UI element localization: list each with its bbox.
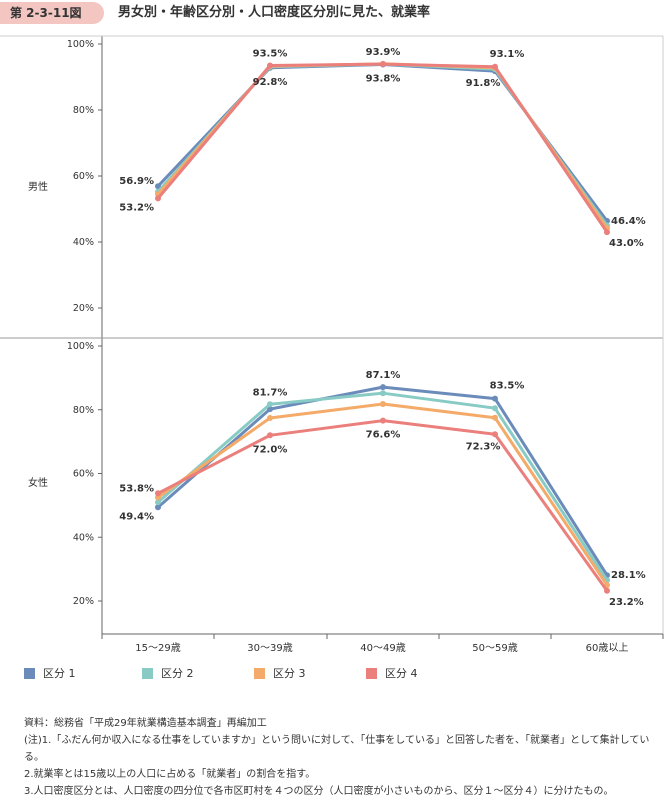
data-label: 56.9% xyxy=(119,176,154,187)
panel-label-male: 男性 xyxy=(28,180,48,193)
data-label: 76.6% xyxy=(366,430,401,441)
note-1: (注)1.「ふだん何か収入になる仕事をしていますか」という問いに対して、「仕事を… xyxy=(24,735,650,763)
data-label: 43.0% xyxy=(609,238,644,249)
y-tick-label: 20% xyxy=(73,303,94,314)
panel-label-female: 女性 xyxy=(28,476,48,489)
note-2: 2.就業率とは15歳以上の人口に占める「就業者」の割合を指す。 xyxy=(24,769,316,780)
series-line-2 xyxy=(156,62,609,227)
legend-item-2: 区分 2 xyxy=(142,664,194,682)
y-tick-label: 100% xyxy=(67,39,94,50)
x-tick-label: 30〜39歳 xyxy=(247,642,292,654)
data-label: 93.9% xyxy=(366,47,401,58)
data-label: 83.5% xyxy=(490,381,525,392)
legend-swatch-3 xyxy=(254,667,265,679)
legend-label-2: 区分 2 xyxy=(161,667,194,680)
data-label: 81.7% xyxy=(253,387,288,398)
data-point-2 xyxy=(155,499,161,506)
data-label: 87.1% xyxy=(366,370,401,381)
y-tick-label: 80% xyxy=(73,405,94,416)
y-tick-label: 80% xyxy=(73,105,94,116)
legend: 区分 1 区分 2 区分 3 区分 4 xyxy=(24,664,664,682)
data-point-2 xyxy=(267,401,273,408)
y-tick-label: 40% xyxy=(73,237,94,248)
x-tick-label: 60歳以上 xyxy=(586,642,629,654)
data-point-4 xyxy=(155,490,161,497)
data-point-2 xyxy=(380,390,386,397)
series-line-1 xyxy=(156,63,609,222)
series-line-3 xyxy=(156,62,609,229)
data-point-4 xyxy=(267,432,273,439)
legend-item-4: 区分 4 xyxy=(366,664,418,682)
data-label: 46.4% xyxy=(611,216,646,227)
y-tick-label: 20% xyxy=(73,596,94,607)
data-point-3 xyxy=(380,401,386,407)
figure-header: 第 2-3-11図 男女別・年齢区分別・人口密度区分別に見た、就業率 xyxy=(0,0,664,30)
data-point-4 xyxy=(492,431,498,438)
y-tick-label: 100% xyxy=(67,341,94,352)
data-point-1 xyxy=(155,183,161,190)
data-label: 23.2% xyxy=(609,597,644,608)
data-point-4 xyxy=(155,195,161,202)
legend-swatch-2 xyxy=(142,667,153,679)
figure-title: 男女別・年齢区分別・人口密度区分別に見た、就業率 xyxy=(118,5,431,20)
x-tick-label: 15〜29歳 xyxy=(135,642,180,654)
legend-item-3: 区分 3 xyxy=(254,664,306,682)
series-line-4 xyxy=(157,419,609,592)
note-3: 3.人口密度区分とは、人口密度の四分位で各市区町村を４つの区分（人口密度が小さい… xyxy=(24,786,614,797)
employment-rate-chart: 男性 20% 40% 60% 80% 100% 56.9% 53.2% 93.5% 92.8% 93… xyxy=(0,35,664,654)
data-point-2 xyxy=(492,405,498,412)
data-label: 49.4% xyxy=(119,511,154,522)
data-label: 72.0% xyxy=(253,444,288,455)
series-line-1 xyxy=(157,385,609,577)
data-label: 93.1% xyxy=(490,49,525,60)
data-point-4 xyxy=(380,417,386,424)
data-label: 91.8% xyxy=(466,78,501,89)
notes: 資料：総務省「平成29年就業構造基本調査」再編加工 (注)1.「ふだん何か収入に… xyxy=(24,715,654,800)
data-point-4 xyxy=(380,61,386,68)
legend-label-3: 区分 3 xyxy=(273,667,306,680)
legend-swatch-1 xyxy=(24,667,35,679)
data-label: 53.2% xyxy=(119,202,154,213)
figure-number: 第 2-3-11図 xyxy=(0,2,104,24)
data-point-1 xyxy=(492,395,498,402)
legend-swatch-4 xyxy=(366,667,377,679)
y-tick-label: 60% xyxy=(73,171,94,182)
data-point-1 xyxy=(155,504,161,511)
data-label: 72.3% xyxy=(466,441,501,452)
data-label: 28.1% xyxy=(611,570,646,581)
legend-label-4: 区分 4 xyxy=(385,667,418,680)
data-point-4 xyxy=(604,229,610,236)
data-point-4 xyxy=(492,63,498,70)
data-point-3 xyxy=(155,494,161,501)
x-tick-label: 50〜59歳 xyxy=(472,642,517,654)
legend-label-1: 区分 1 xyxy=(43,667,76,680)
data-label: 92.8% xyxy=(253,77,288,88)
y-tick-label: 60% xyxy=(73,469,94,480)
y-tick-label: 40% xyxy=(73,532,94,543)
data-point-4 xyxy=(267,62,273,69)
series-line-4 xyxy=(156,62,609,233)
legend-item-1: 区分 1 xyxy=(24,664,76,682)
note-source: 資料：総務省「平成29年就業構造基本調査」再編加工 xyxy=(24,718,267,729)
data-label: 93.8% xyxy=(366,73,401,84)
data-label: 93.5% xyxy=(253,48,288,59)
data-point-3 xyxy=(267,415,273,421)
data-point-4 xyxy=(604,587,610,594)
data-label: 53.8% xyxy=(119,483,154,494)
data-point-1 xyxy=(380,384,386,391)
x-tick-label: 40〜49歳 xyxy=(360,642,405,654)
data-point-3 xyxy=(492,414,498,421)
